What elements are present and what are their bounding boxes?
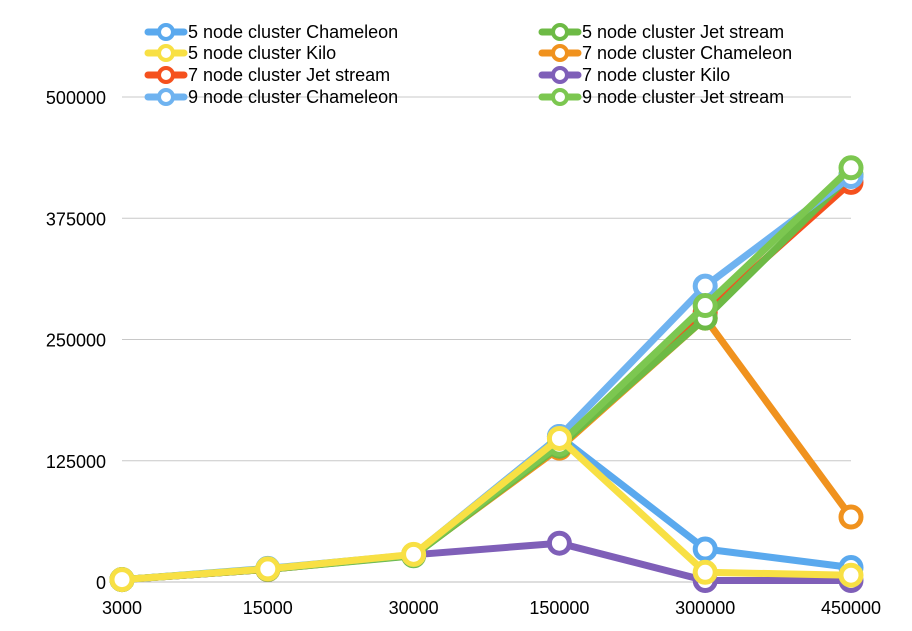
data-point (838, 562, 864, 588)
legend-swatch-marker (551, 66, 569, 84)
legend-swatch-marker (551, 88, 569, 106)
legend-item: 9 node cluster Jet stream (538, 87, 784, 107)
y-axis-tick-labels: 0 125000 250000 375000 500000 (46, 88, 106, 593)
legend-label: 5 node cluster Kilo (188, 43, 336, 63)
legend-swatch-marker (157, 44, 175, 62)
legend-item: 9 node cluster Chameleon (144, 87, 398, 107)
series-line (118, 433, 855, 584)
y-tick-label: 250000 (46, 331, 106, 351)
legend-item: 7 node cluster Chameleon (538, 43, 792, 63)
data-point (838, 504, 864, 530)
grid-lines (122, 96, 851, 583)
data-point (255, 556, 281, 582)
legend-swatch-marker (157, 66, 175, 84)
legend-label: 5 node cluster Jet stream (582, 22, 784, 42)
legend-label: 9 node cluster Jet stream (582, 87, 784, 107)
series-line (118, 178, 855, 584)
legend-label: 7 node cluster Chameleon (582, 43, 792, 63)
y-tick-label: 0 (96, 573, 106, 593)
legend-label: 9 node cluster Chameleon (188, 87, 398, 107)
x-tick-label: 30000 (389, 598, 439, 618)
legend-item: 7 node cluster Kilo (538, 65, 730, 85)
y-tick-label: 125000 (46, 452, 106, 472)
x-tick-label: 15000 (243, 598, 293, 618)
legend-item: 7 node cluster Jet stream (144, 65, 390, 85)
data-point (401, 541, 427, 567)
data-point (546, 530, 572, 556)
data-point (838, 155, 864, 181)
legend: 5 node cluster Chameleon 5 node cluster J… (144, 22, 792, 107)
x-tick-label: 150000 (529, 598, 589, 618)
data-point (692, 559, 718, 585)
series-2 (109, 425, 864, 593)
series-line (118, 434, 855, 584)
x-axis-tick-labels: 3000 15000 30000 150000 300000 450000 (102, 598, 881, 618)
legend-label: 5 node cluster Chameleon (188, 22, 398, 42)
legend-swatch-marker (551, 44, 569, 62)
x-tick-label: 450000 (821, 598, 881, 618)
series-lines (109, 155, 864, 594)
series-line (118, 173, 855, 584)
y-tick-label: 375000 (46, 209, 106, 229)
legend-label: 7 node cluster Jet stream (188, 65, 390, 85)
data-point (692, 536, 718, 562)
legend-item: 5 node cluster Jet stream (538, 22, 784, 42)
legend-swatch-marker (551, 23, 569, 41)
data-point (546, 425, 572, 451)
series-0 (109, 424, 864, 593)
series-line (118, 171, 855, 584)
data-point (692, 293, 718, 319)
series-line (118, 314, 855, 584)
legend-item: 5 node cluster Chameleon (144, 22, 398, 42)
legend-item: 5 node cluster Kilo (144, 43, 336, 63)
legend-swatch-marker (157, 88, 175, 106)
legend-label: 7 node cluster Kilo (582, 65, 730, 85)
y-tick-label: 500000 (46, 88, 106, 108)
data-point (109, 567, 135, 593)
x-tick-label: 300000 (675, 598, 735, 618)
x-tick-label: 3000 (102, 598, 142, 618)
legend-swatch-marker (157, 23, 175, 41)
